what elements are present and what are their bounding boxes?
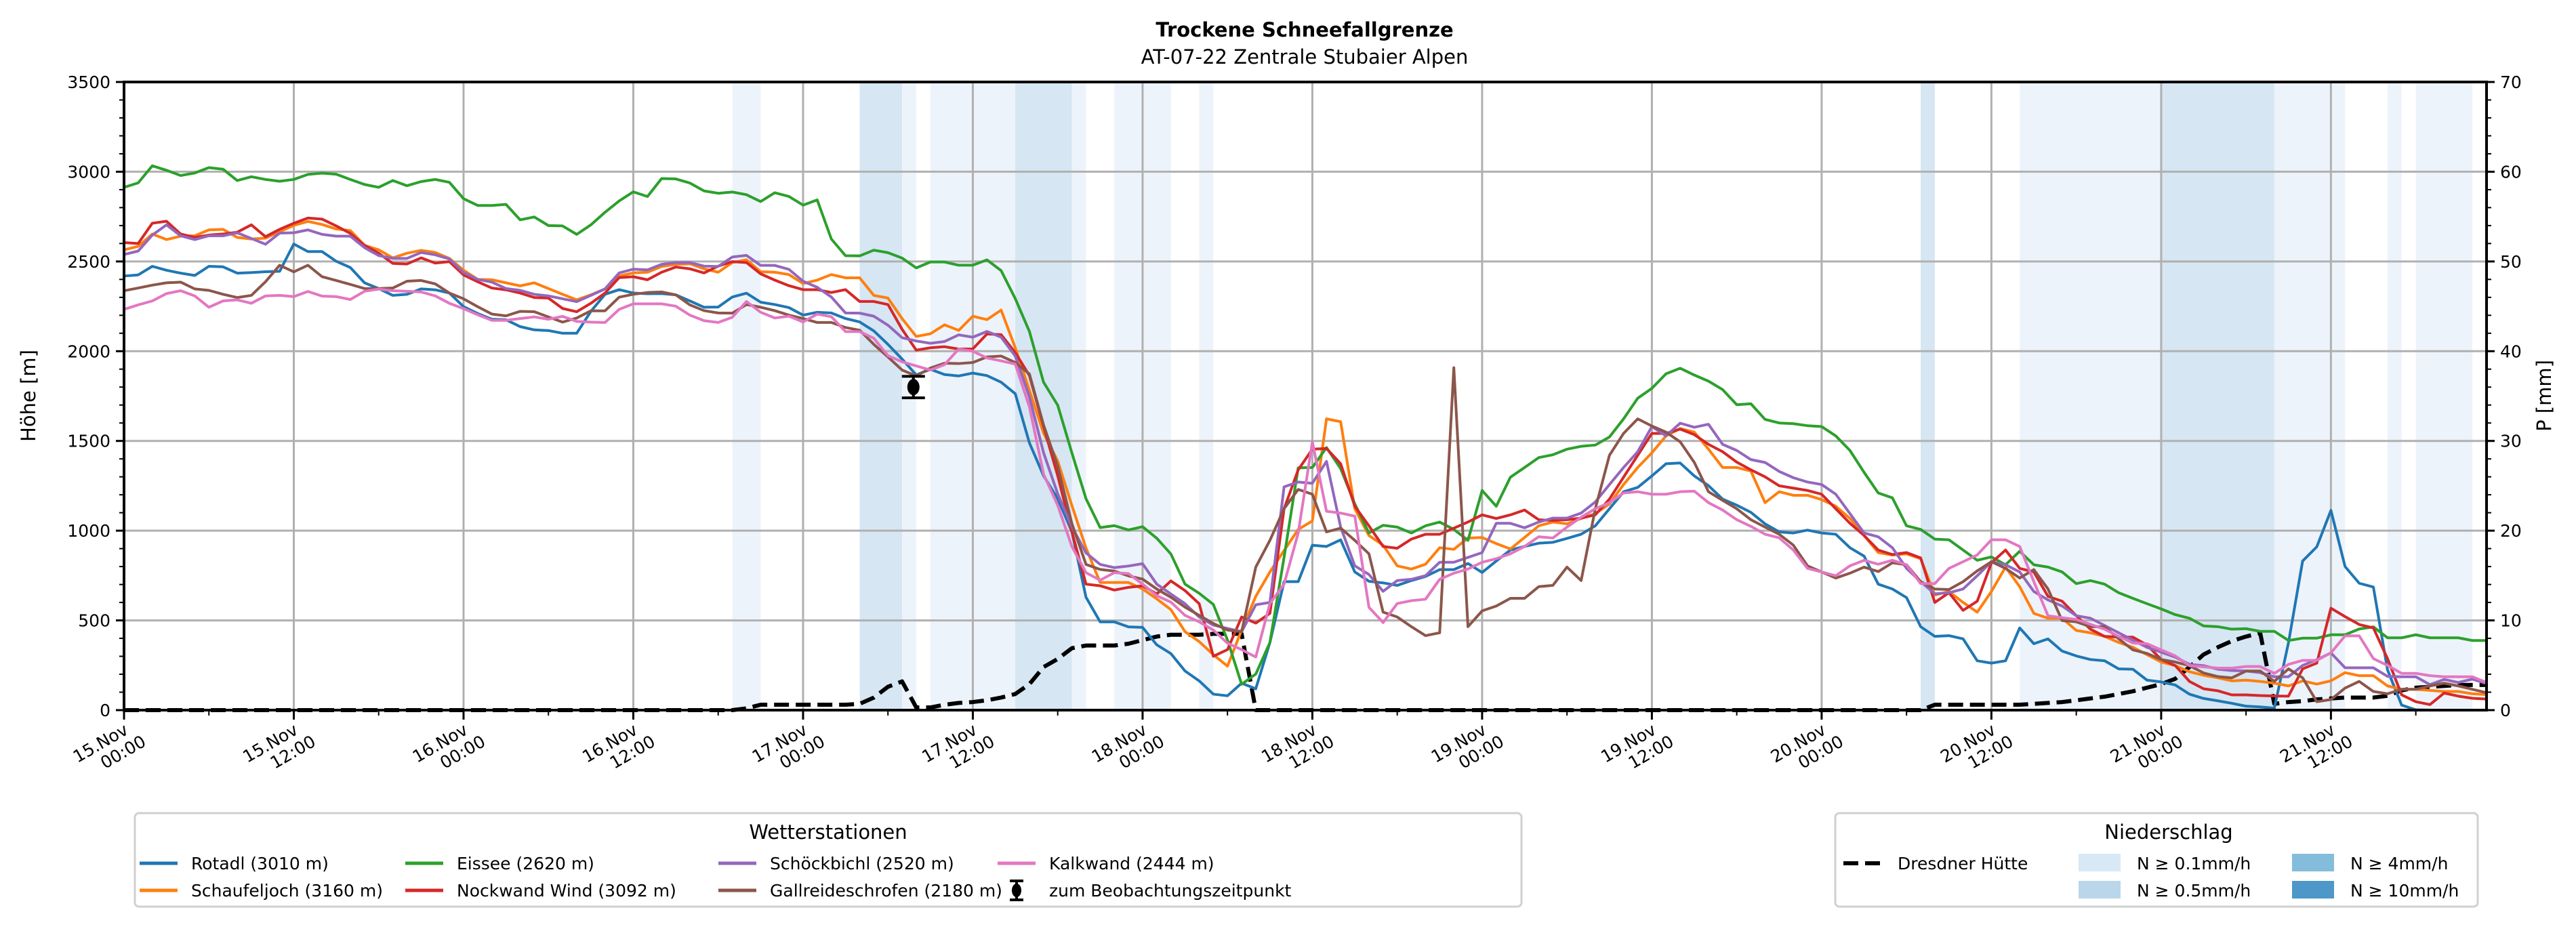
y-tick-label: 0 — [100, 701, 110, 720]
series-line-1 — [123, 220, 2487, 696]
y2-tick-label: 70 — [2500, 73, 2522, 92]
chart-subtitle: AT-07-22 Zentrale Stubaier Alpen — [1141, 45, 1469, 68]
precip-band — [732, 82, 761, 710]
legend-entry-label: Schöckbichl (2520 m) — [770, 854, 954, 873]
legend-stations: Wetterstationen Rotadl (3010 m) Schaufelj… — [134, 812, 1523, 908]
legend-entry-label: N ≥ 4mm/h — [2350, 854, 2448, 873]
series-line-0 — [123, 243, 2487, 711]
y2-tick-label: 10 — [2500, 611, 2522, 631]
precip-band — [2415, 82, 2473, 710]
precip-band — [1921, 82, 1935, 710]
precip-band — [2274, 82, 2346, 710]
precip-band — [2387, 82, 2402, 710]
series-line-2 — [123, 164, 2487, 686]
legend-entry-label: N ≥ 0.5mm/h — [2137, 881, 2251, 901]
legend-entry-label: Rotadl (3010 m) — [191, 854, 329, 873]
y-tick-label: 2000 — [67, 342, 110, 361]
series-line-3 — [123, 216, 2487, 706]
grid — [124, 82, 2487, 710]
series-group — [123, 164, 2487, 711]
legend-entry-label: N ≥ 10mm/h — [2350, 881, 2459, 901]
legend-entry-label: Schaufeljoch (3160 m) — [191, 881, 383, 901]
precip-band — [1015, 82, 1072, 710]
plot-frame — [123, 81, 2488, 711]
legend-patch-icon — [2079, 881, 2121, 899]
y-tick-label: 2500 — [67, 252, 110, 272]
legend-patch-icon — [2292, 881, 2334, 899]
y-tick-label: 500 — [78, 611, 110, 631]
y2-tick-label: 50 — [2500, 252, 2522, 272]
legend-observation-point-icon — [1012, 884, 1021, 897]
legend-precip-title: Niederschlag — [2104, 821, 2232, 844]
legend-entry-label: Nockwand Wind (3092 m) — [457, 881, 676, 901]
y-tick-label: 3500 — [67, 73, 110, 92]
observation-point — [907, 379, 920, 396]
legend-entry-label: Kalkwand (2444 m) — [1049, 854, 1214, 873]
precip-bands — [732, 82, 2473, 710]
precip-band — [1071, 82, 1086, 710]
legend-entry-label: Gallreideschrofen (2180 m) — [770, 881, 1002, 901]
legend-entry-label: Dresdner Hütte — [1898, 854, 2028, 873]
legend-precip: Niederschlag Dresdner Hütte N ≥ 0.1mm/h N … — [1834, 812, 2479, 908]
precip-band — [2161, 82, 2274, 710]
y2-tick-label: 0 — [2500, 701, 2511, 720]
y-axis-label: Höhe [m] — [17, 350, 40, 442]
y2-axis-label: P [mm] — [2533, 360, 2556, 432]
precip-band — [859, 82, 903, 710]
legend-entry-label: Eissee (2620 m) — [457, 854, 594, 873]
legend-entry-label: zum Beobachtungszeitpunkt — [1049, 881, 1292, 901]
y2-tick-label: 40 — [2500, 342, 2522, 361]
legend-stations-frame — [134, 812, 1523, 908]
legend-entry-label: N ≥ 0.1mm/h — [2137, 854, 2251, 873]
y2-tick-label: 20 — [2500, 521, 2522, 541]
y-tick-label: 3000 — [67, 162, 110, 182]
y-tick-label: 1500 — [67, 432, 110, 451]
precip-band — [1199, 82, 1214, 710]
chart-title: Trockene Schneefallgrenze — [1156, 18, 1453, 41]
y2-tick-label: 30 — [2500, 432, 2522, 451]
legend-patch-icon — [2292, 854, 2334, 871]
legend-stations-title: Wetterstationen — [749, 821, 907, 844]
legend-patch-icon — [2079, 854, 2121, 871]
precip-band — [902, 82, 916, 710]
series-line-6 — [123, 287, 2487, 684]
observation-marker — [901, 375, 925, 400]
y-tick-label: 1000 — [67, 521, 110, 541]
y2-tick-label: 60 — [2500, 162, 2522, 182]
